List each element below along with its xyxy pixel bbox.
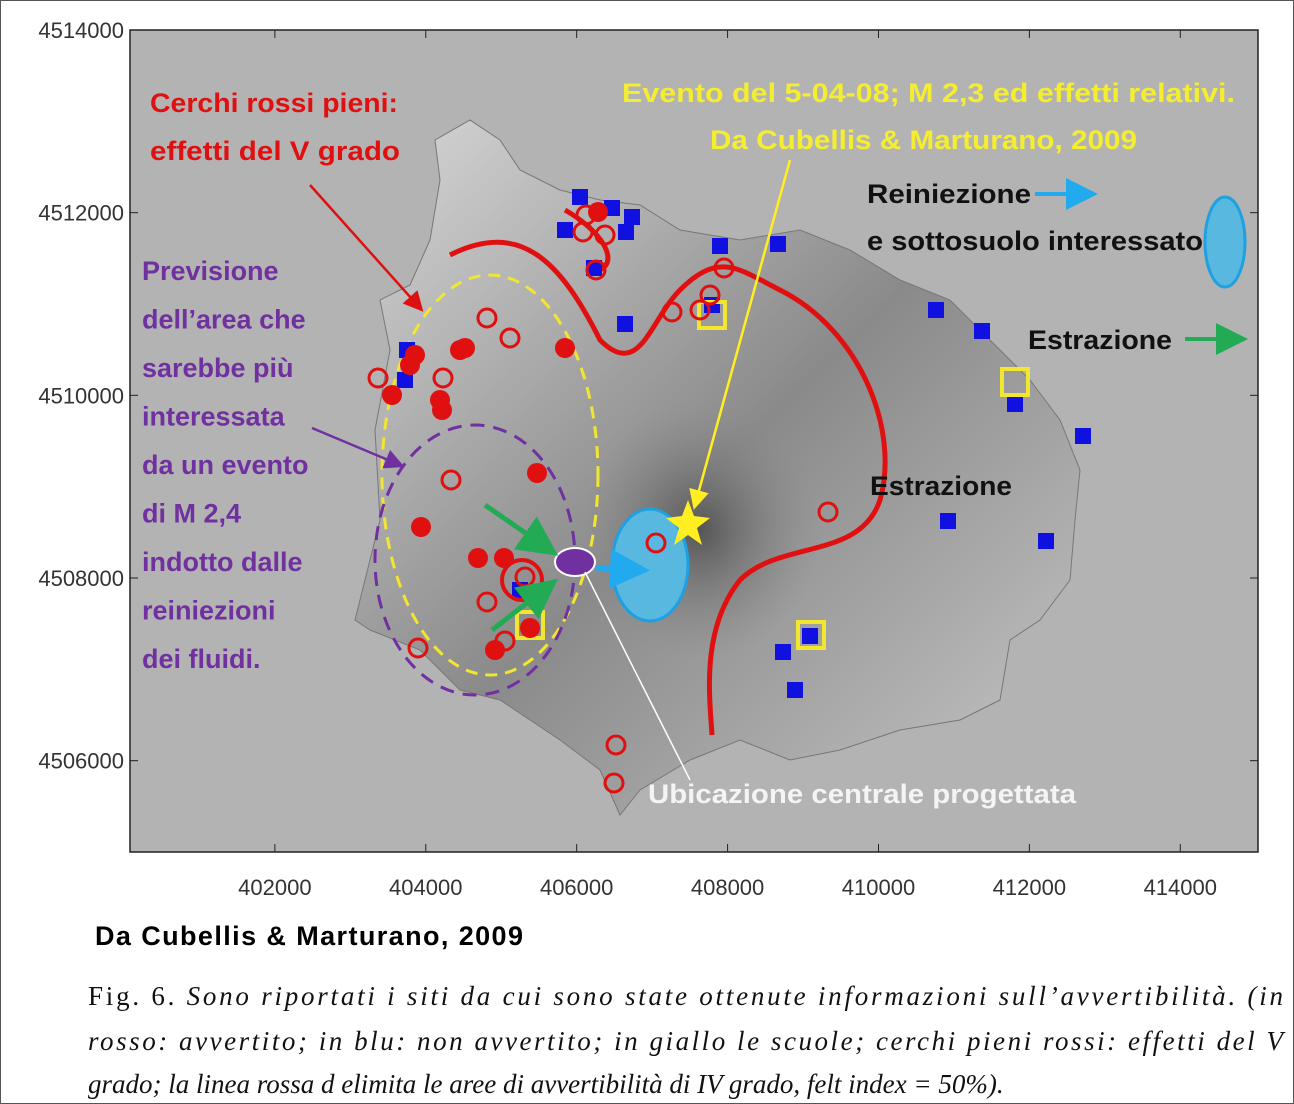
annotation: Estrazione — [1028, 325, 1172, 355]
site-not-felt — [618, 224, 634, 240]
x-tick-label: 412000 — [993, 875, 1066, 900]
annotation: reiniezioni — [142, 596, 276, 626]
annotation: e sottosuolo interessato — [867, 226, 1203, 256]
y-tick-label: 4506000 — [38, 749, 124, 774]
site-v-degree — [527, 463, 547, 483]
annotation: da un evento — [142, 450, 309, 480]
annotation: effetti del V grado — [150, 136, 400, 166]
figure: 402000 404000 406000 408000 410000 412000 4140… — [0, 0, 1294, 1104]
site-not-felt — [557, 222, 573, 238]
x-tick-label: 406000 — [540, 875, 613, 900]
annotation: Reiniezione — [867, 179, 1031, 209]
site-not-felt — [624, 209, 640, 225]
legend-reinjection — [1205, 197, 1245, 287]
caption-line: rosso: avvertito; in blu: non avvertito;… — [88, 1026, 1286, 1056]
site-not-felt — [770, 236, 786, 252]
site-not-felt — [775, 644, 791, 660]
site-not-felt — [974, 323, 990, 339]
y-tick-label: 4510000 — [38, 383, 124, 408]
site-v-degree — [555, 338, 575, 358]
site-not-felt — [1007, 396, 1023, 412]
annotation: Estrazione — [870, 471, 1012, 501]
y-tick-label: 4512000 — [38, 201, 124, 226]
annotation: dell’area che — [142, 305, 306, 335]
annotation: di M 2,4 — [142, 499, 241, 529]
site-not-felt — [928, 302, 944, 318]
annotation: sarebbe più — [142, 353, 294, 383]
site-v-degree — [455, 338, 475, 358]
plant-site — [555, 548, 595, 576]
site-v-degree — [520, 618, 540, 638]
annotation: Cerchi rossi pieni: — [150, 88, 398, 118]
site-not-felt — [940, 513, 956, 529]
site-not-felt — [1075, 428, 1091, 444]
site-v-degree — [468, 548, 488, 568]
crater-shade — [580, 400, 820, 660]
site-v-degree — [588, 202, 608, 222]
site-not-felt — [572, 189, 588, 205]
site-v-degree — [382, 385, 402, 405]
y-tick-label: 4514000 — [38, 18, 124, 43]
arrow — [595, 568, 640, 570]
source: Da Cubellis & Marturano, 2009 — [95, 921, 523, 951]
site-not-felt — [617, 316, 633, 332]
x-tick-label: 414000 — [1144, 875, 1217, 900]
annotation: indotto dalle — [142, 547, 302, 577]
caption-line: grado; la linea rossa d elimita le aree … — [88, 1069, 1004, 1099]
annotation: interessata — [142, 402, 286, 432]
annotation: Previsione — [142, 256, 279, 286]
x-tick-label: 404000 — [389, 875, 462, 900]
x-tick-label: 402000 — [238, 875, 311, 900]
site-not-felt — [787, 682, 803, 698]
site-v-degree — [411, 517, 431, 537]
annotation: Evento del 5-04-08; M 2,3 ed effetti rel… — [622, 78, 1235, 108]
annotation: Ubicazione centrale progettata — [648, 779, 1077, 809]
site-not-felt — [802, 628, 818, 644]
annotation: dei fluidi. — [142, 644, 261, 674]
x-tick-label: 410000 — [842, 875, 915, 900]
site-v-degree — [405, 345, 425, 365]
x-tick-label: 408000 — [691, 875, 764, 900]
y-tick-label: 4508000 — [38, 566, 124, 591]
site-v-degree — [432, 400, 452, 420]
site-not-felt — [712, 238, 728, 254]
site-not-felt — [1038, 533, 1054, 549]
annotation: Da Cubellis & Marturano, 2009 — [710, 125, 1137, 155]
